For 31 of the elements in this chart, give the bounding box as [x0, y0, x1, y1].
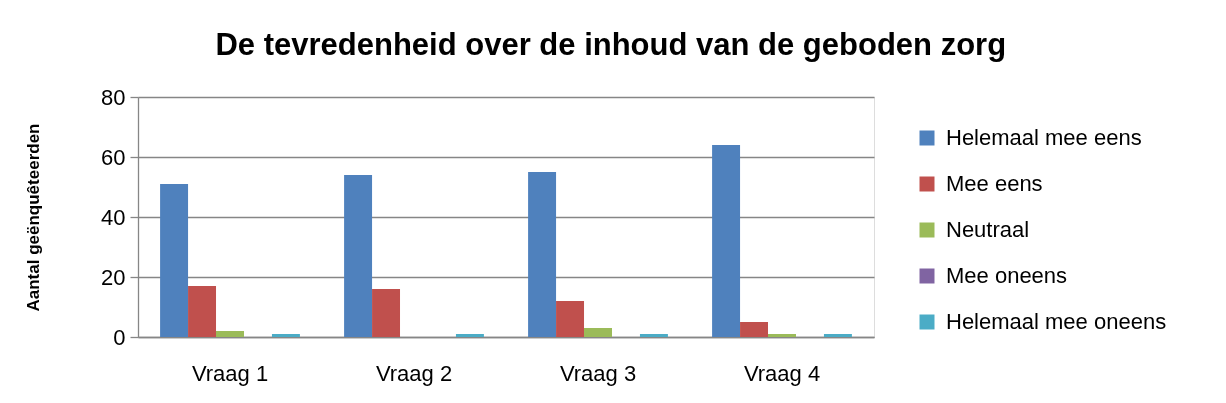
bar: [584, 328, 612, 337]
y-tick-label: 0: [113, 324, 126, 350]
bar: [639, 334, 668, 337]
x-tick-label: Vraag 3: [559, 360, 637, 386]
bar: [372, 289, 401, 337]
bar: [216, 331, 244, 337]
legend-label: Mee eens: [946, 171, 1043, 196]
x-tick-label: Vraag 1: [191, 360, 269, 386]
y-axis-title: Aantal geënquêteerden: [24, 123, 44, 312]
y-tick-label: 40: [101, 204, 126, 230]
x-tick-label: Vraag 2: [375, 360, 453, 386]
bar: [344, 175, 373, 337]
bar: [712, 145, 741, 337]
bar: [768, 334, 796, 337]
bar: [455, 334, 484, 337]
bar: [160, 184, 189, 337]
bar: [188, 286, 217, 337]
legend-label: Helemaal mee eens: [946, 125, 1142, 150]
legend-label: Helemaal mee oneens: [946, 309, 1167, 334]
bar: [528, 172, 557, 337]
bar: [271, 334, 300, 337]
bar: [740, 322, 769, 337]
chart-title: De tevredenheid over de inhoud van de geboden zorg: [215, 27, 1007, 62]
y-tick-label: 20: [101, 264, 126, 290]
bar: [556, 301, 585, 337]
legend-label: Neutraal: [946, 217, 1030, 242]
y-tick-label: 60: [101, 144, 126, 170]
y-tick-label: 80: [101, 84, 126, 110]
x-tick-label: Vraag 4: [743, 360, 821, 386]
bar: [823, 334, 852, 337]
legend-label: Mee oneens: [946, 263, 1068, 288]
